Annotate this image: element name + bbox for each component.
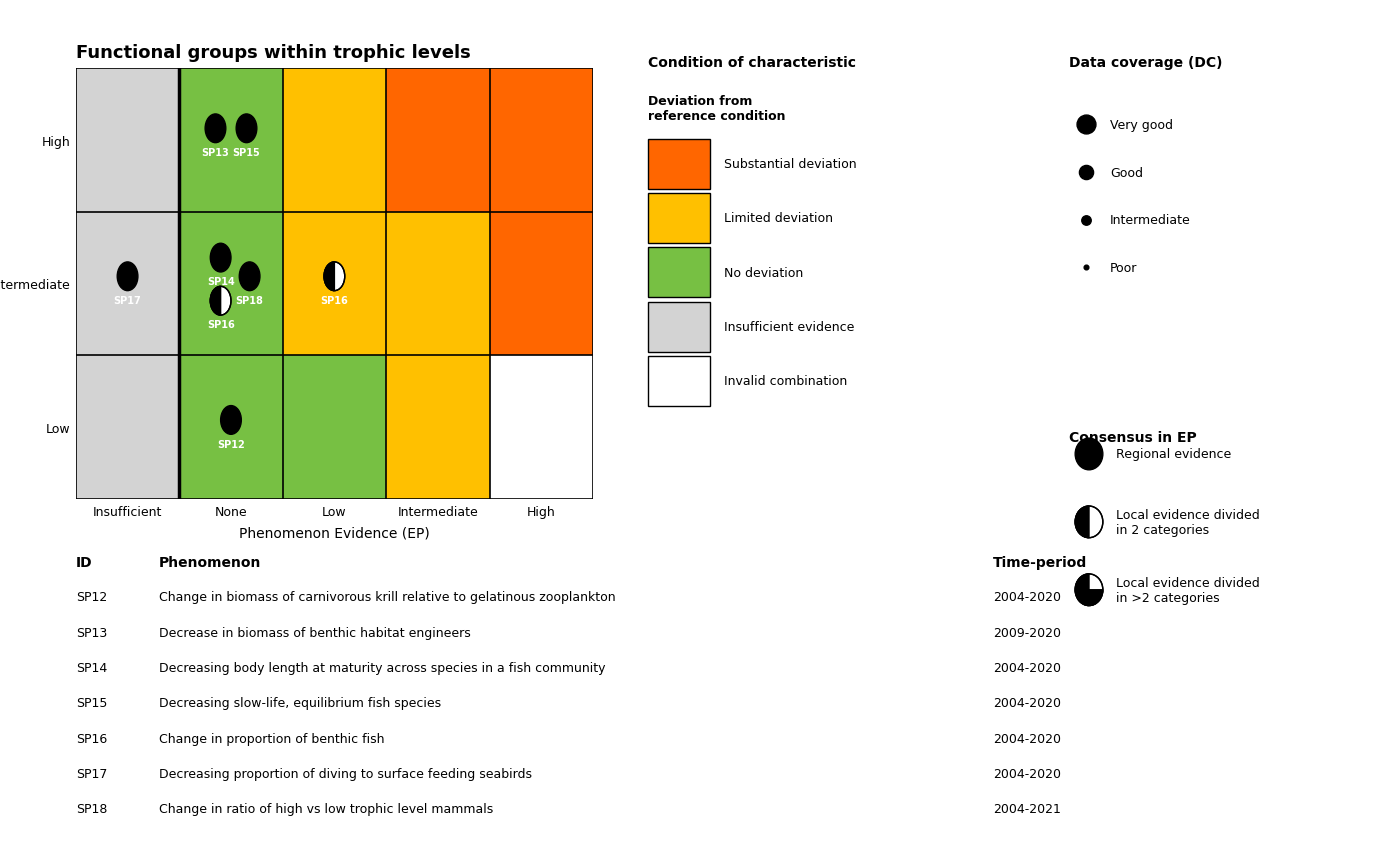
Text: SP18: SP18 (236, 295, 263, 306)
Text: Phenomenon: Phenomenon (159, 555, 261, 569)
Wedge shape (324, 263, 335, 291)
Bar (490, 213, 593, 356)
Bar (76, 69, 179, 213)
Circle shape (221, 406, 241, 435)
Text: SP15: SP15 (233, 148, 261, 158)
Text: Invalid combination: Invalid combination (724, 375, 847, 388)
Bar (179, 356, 283, 499)
Text: Intermediate: Intermediate (1110, 214, 1190, 227)
Bar (179, 213, 283, 356)
Bar (490, 69, 593, 213)
Text: Decrease in biomass of benthic habitat engineers: Decrease in biomass of benthic habitat e… (159, 626, 470, 639)
Text: Deviation from
reference condition: Deviation from reference condition (648, 95, 786, 122)
Text: 2009-2020: 2009-2020 (993, 626, 1060, 639)
Text: SP16: SP16 (207, 320, 234, 330)
Text: Change in proportion of benthic fish: Change in proportion of benthic fish (159, 732, 385, 745)
Circle shape (205, 115, 226, 144)
Text: SP17: SP17 (76, 767, 108, 780)
Text: SP12: SP12 (76, 591, 108, 604)
Bar (179, 69, 283, 213)
Text: ID: ID (76, 555, 92, 569)
Bar (76, 356, 179, 499)
Text: SP14: SP14 (76, 661, 108, 674)
Text: 2004-2020: 2004-2020 (993, 661, 1060, 674)
Text: 2004-2020: 2004-2020 (993, 591, 1060, 604)
Circle shape (240, 263, 261, 291)
Bar (386, 356, 490, 499)
Text: 2004-2021: 2004-2021 (993, 802, 1060, 815)
Text: Poor: Poor (1110, 262, 1138, 275)
Text: Limited deviation: Limited deviation (724, 212, 833, 226)
Circle shape (117, 263, 138, 291)
Bar (283, 69, 386, 213)
Bar (76, 213, 179, 356)
Circle shape (324, 263, 345, 291)
Text: 2004-2020: 2004-2020 (993, 767, 1060, 780)
Text: Decreasing body length at maturity across species in a fish community: Decreasing body length at maturity acros… (159, 661, 605, 674)
Text: Local evidence divided
in 2 categories: Local evidence divided in 2 categories (1116, 508, 1260, 536)
Text: SP17: SP17 (113, 295, 142, 306)
Circle shape (211, 287, 232, 316)
Bar (386, 213, 490, 356)
Text: Change in ratio of high vs low trophic level mammals: Change in ratio of high vs low trophic l… (159, 802, 492, 815)
Text: Time-period: Time-period (993, 555, 1087, 569)
Circle shape (211, 244, 232, 273)
Circle shape (1076, 574, 1103, 606)
Text: Consensus in EP: Consensus in EP (1069, 430, 1197, 444)
Text: SP15: SP15 (76, 697, 108, 709)
X-axis label: Phenomenon Evidence (EP): Phenomenon Evidence (EP) (239, 526, 430, 540)
Text: Good: Good (1110, 166, 1143, 179)
Text: Condition of characteristic: Condition of characteristic (648, 56, 856, 70)
Text: 2004-2020: 2004-2020 (993, 697, 1060, 709)
Text: Very good: Very good (1110, 119, 1174, 132)
Text: SP18: SP18 (76, 802, 108, 815)
Text: SP16: SP16 (320, 295, 349, 306)
Text: Decreasing slow-life, equilibrium fish species: Decreasing slow-life, equilibrium fish s… (159, 697, 441, 709)
Bar (490, 356, 593, 499)
Text: SP12: SP12 (217, 439, 245, 449)
Text: SP13: SP13 (76, 626, 108, 639)
Bar (386, 69, 490, 213)
Text: Change in biomass of carnivorous krill relative to gelatinous zooplankton: Change in biomass of carnivorous krill r… (159, 591, 615, 604)
Text: Substantial deviation: Substantial deviation (724, 158, 856, 171)
Bar (283, 356, 386, 499)
Text: 2004-2020: 2004-2020 (993, 732, 1060, 745)
Text: Decreasing proportion of diving to surface feeding seabirds: Decreasing proportion of diving to surfa… (159, 767, 531, 780)
Bar (283, 213, 386, 356)
Text: Data coverage (DC): Data coverage (DC) (1069, 56, 1222, 70)
Text: Functional groups within trophic levels: Functional groups within trophic levels (76, 44, 470, 62)
Text: Insufficient evidence: Insufficient evidence (724, 320, 855, 334)
Wedge shape (1076, 574, 1103, 606)
Text: SP16: SP16 (76, 732, 108, 745)
Text: SP14: SP14 (207, 277, 234, 287)
Circle shape (1076, 438, 1103, 470)
Circle shape (236, 115, 256, 144)
Text: No deviation: No deviation (724, 266, 803, 280)
Wedge shape (210, 287, 221, 316)
Circle shape (1076, 506, 1103, 538)
Wedge shape (1076, 506, 1089, 538)
Text: Regional evidence: Regional evidence (1116, 448, 1231, 461)
Text: SP13: SP13 (201, 148, 229, 158)
Text: Local evidence divided
in >2 categories: Local evidence divided in >2 categories (1116, 576, 1260, 604)
